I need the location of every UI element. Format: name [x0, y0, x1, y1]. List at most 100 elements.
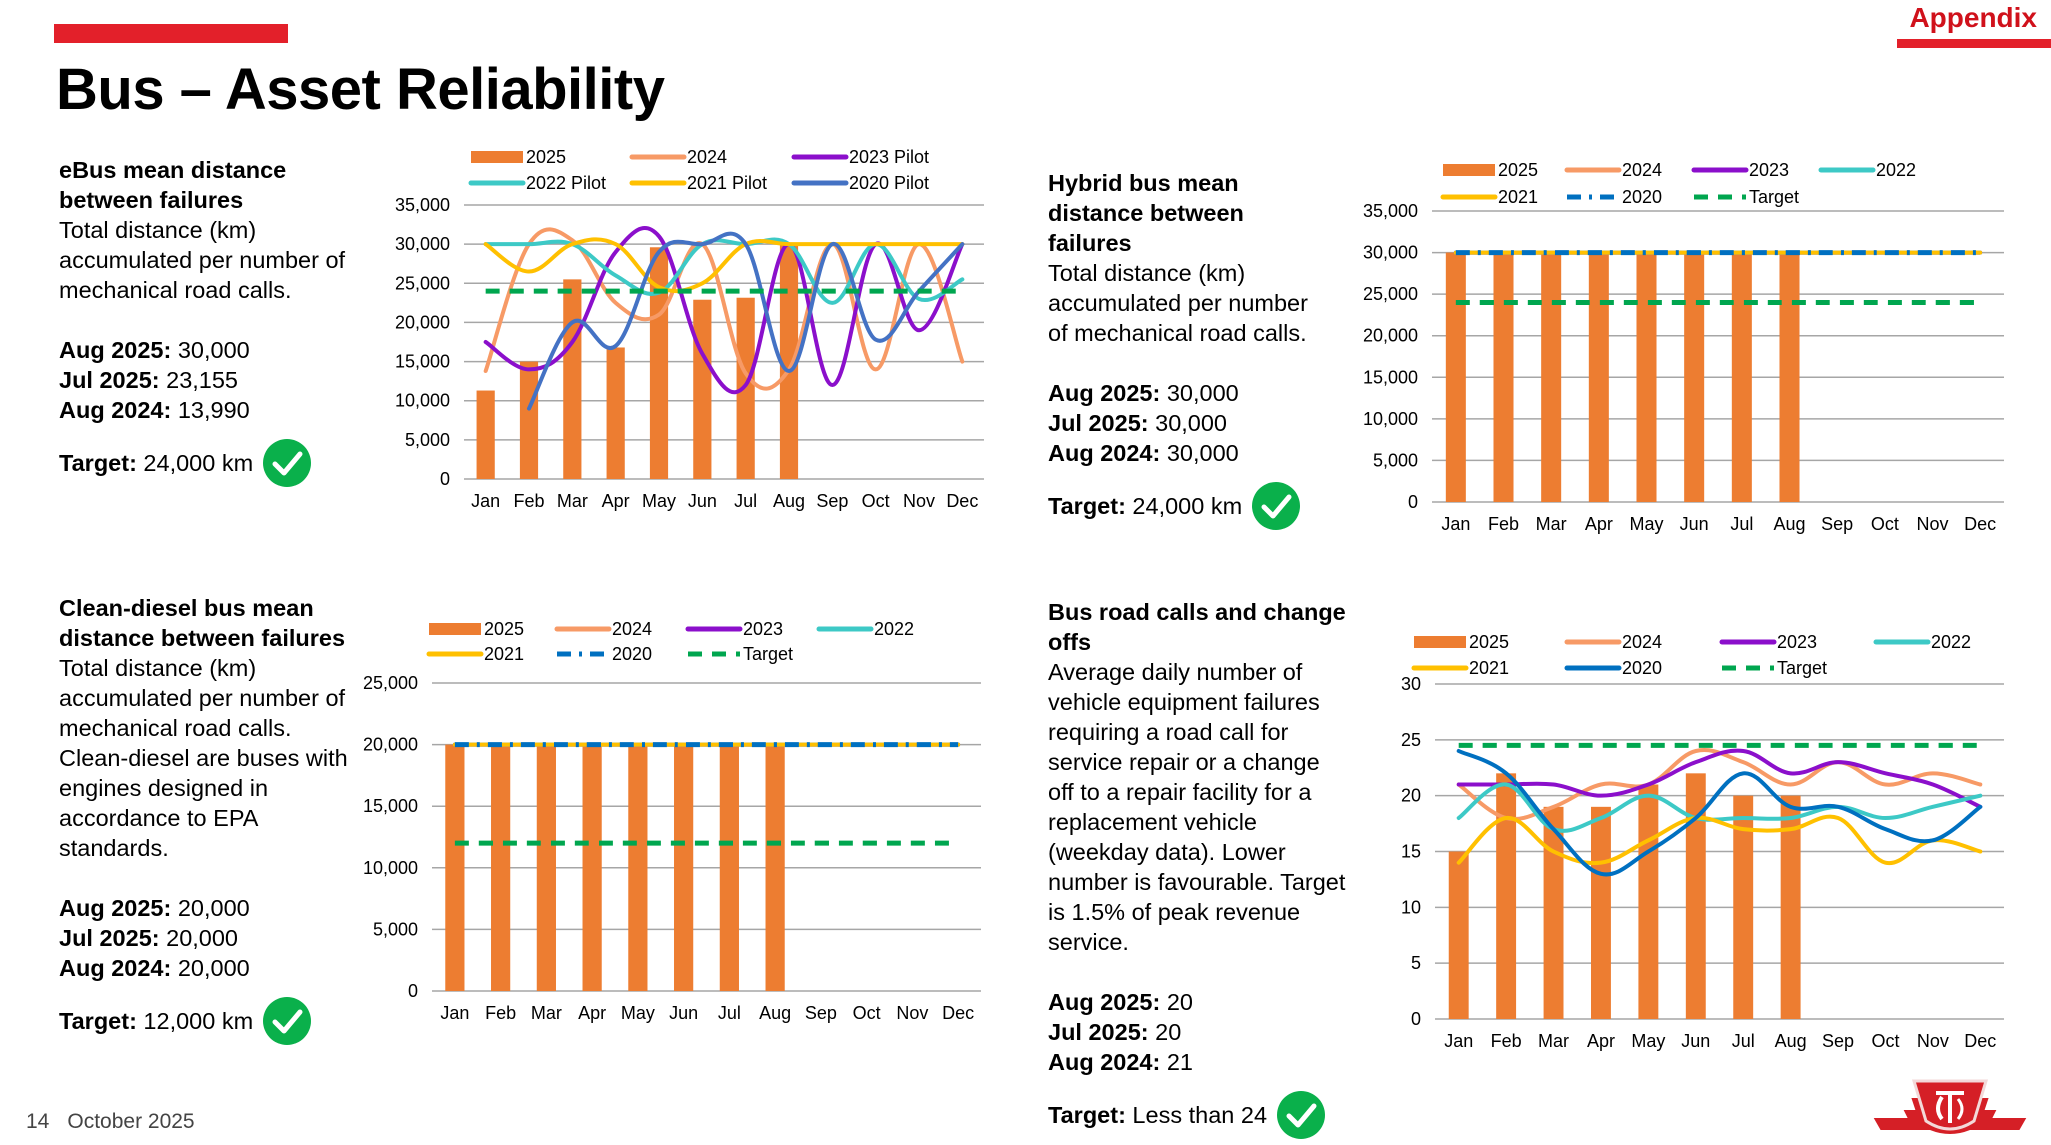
- legend-item-2025: 2025: [1443, 160, 1538, 180]
- stat-aug-2024: Aug 2024: 30,000: [1048, 440, 1239, 466]
- x-tick-label: Apr: [578, 1003, 606, 1023]
- series-line-2020 Pilot: [527, 231, 965, 411]
- bar-2025-Mar: [563, 279, 582, 479]
- legend-item-2021: 2021: [1411, 658, 1509, 678]
- svg-text:2022: 2022: [874, 619, 914, 639]
- legend-item-2025: 2025: [1414, 632, 1509, 652]
- svg-text:2020: 2020: [1622, 658, 1662, 678]
- legend-item-2022: 2022: [1873, 632, 1971, 652]
- target-line: Target: 12,000 km: [59, 997, 359, 1045]
- y-tick-label: 20,000: [363, 735, 418, 755]
- y-tick-label: 0: [1408, 492, 1418, 512]
- y-tick-label: 35,000: [1363, 201, 1418, 221]
- legend-item-2021 Pilot: 2021 Pilot: [629, 173, 767, 193]
- check-icon: [1277, 1091, 1326, 1139]
- stat-aug-2025: Aug 2025: 20: [1048, 989, 1193, 1015]
- x-tick-label: Mar: [557, 491, 588, 511]
- x-tick-label: Dec: [942, 1003, 974, 1023]
- legend-item-2022: 2022: [816, 619, 914, 639]
- x-tick-label: Sep: [1821, 514, 1853, 534]
- x-tick-label: Jun: [1680, 514, 1709, 534]
- y-tick-label: 0: [1411, 1009, 1421, 1029]
- y-tick-label: 10,000: [363, 858, 418, 878]
- stat-aug-2024: Aug 2024: 20,000: [59, 955, 250, 981]
- bar-2025-Mar: [536, 744, 556, 991]
- stat-jul-2025: Jul 2025: 20,000: [59, 925, 238, 951]
- bar-2025-Jan: [445, 744, 465, 991]
- series-line-2021 Pilot: [483, 237, 965, 294]
- panel-heading: Hybrid bus mean distance between failure…: [1048, 170, 1244, 256]
- panel-description: Average daily number of vehicle equipmen…: [1048, 659, 1346, 955]
- x-tick-label: May: [1629, 514, 1663, 534]
- x-tick-label: Oct: [1871, 514, 1899, 534]
- x-tick-label: Jul: [1732, 1031, 1755, 1051]
- panel-heading: Clean-diesel bus mean distance between f…: [59, 595, 346, 651]
- x-tick-label: Aug: [759, 1003, 791, 1023]
- y-tick-label: 15,000: [1363, 367, 1418, 387]
- x-tick-label: Apr: [602, 491, 630, 511]
- legend-item-2024: 2024: [629, 147, 727, 167]
- bar-2025-Jun: [1685, 773, 1706, 1019]
- panel-description: Total distance (km) accumulated per numb…: [59, 655, 348, 861]
- y-tick-label: 30: [1401, 674, 1421, 694]
- y-tick-label: 5,000: [373, 919, 418, 939]
- svg-text:2024: 2024: [1622, 160, 1662, 180]
- bar-2025-Feb: [1496, 773, 1517, 1019]
- y-tick-label: 0: [440, 469, 450, 489]
- svg-text:2023: 2023: [1749, 160, 1789, 180]
- x-tick-label: Mar: [531, 1003, 562, 1023]
- x-tick-label: Feb: [1491, 1031, 1522, 1051]
- x-tick-label: Sep: [816, 491, 848, 511]
- svg-text:2025: 2025: [1498, 160, 1538, 180]
- svg-text:2021: 2021: [484, 644, 524, 664]
- x-tick-label: Jan: [471, 491, 500, 511]
- x-tick-label: Oct: [853, 1003, 881, 1023]
- x-tick-label: Sep: [1822, 1031, 1854, 1051]
- y-tick-label: 35,000: [395, 195, 450, 215]
- legend-item-2023: 2023: [685, 619, 783, 639]
- x-tick-label: Dec: [1964, 1031, 1996, 1051]
- bar-2025-Jan: [1445, 252, 1466, 502]
- y-tick-label: 15: [1401, 842, 1421, 862]
- bar-2025-Feb: [1493, 252, 1514, 502]
- y-tick-label: 0: [408, 981, 418, 1001]
- check-icon: [263, 997, 312, 1045]
- y-tick-label: 25,000: [395, 273, 450, 293]
- x-tick-label: May: [642, 491, 676, 511]
- header-accent-bar: [54, 24, 288, 43]
- legend-item-Target: Target: [1722, 658, 1827, 678]
- x-tick-label: May: [1631, 1031, 1665, 1051]
- panel-description: Total distance (km) accumulated per numb…: [1048, 260, 1308, 346]
- stat-aug-2024: Aug 2024: 13,990: [59, 397, 250, 423]
- hybrid-panel-text: Hybrid bus mean distance between failure…: [1048, 168, 1318, 530]
- target-line: Target: 24,000 km: [59, 439, 359, 487]
- legend-item-2020: 2020: [1567, 187, 1662, 207]
- target-line: Target: 24,000 km: [1048, 482, 1318, 530]
- legend-item-2024: 2024: [1564, 160, 1662, 180]
- y-tick-label: 5,000: [405, 430, 450, 450]
- x-tick-label: May: [621, 1003, 655, 1023]
- bar-2025-Aug: [765, 744, 785, 991]
- x-tick-label: Dec: [1964, 514, 1996, 534]
- x-tick-label: Jul: [734, 491, 757, 511]
- y-tick-label: 5,000: [1373, 450, 1418, 470]
- bar-2025-Jun: [1684, 252, 1705, 502]
- x-tick-label: Apr: [1587, 1031, 1615, 1051]
- svg-text:2021: 2021: [1469, 658, 1509, 678]
- x-tick-label: Mar: [1538, 1031, 1569, 1051]
- stat-jul-2025: Jul 2025: 23,155: [59, 367, 238, 393]
- svg-text:2025: 2025: [1469, 632, 1509, 652]
- legend-item-2023: 2023: [1719, 632, 1817, 652]
- y-tick-label: 25: [1401, 730, 1421, 750]
- legend-item-2022: 2022: [1818, 160, 1916, 180]
- bar-2025-Jul: [1733, 795, 1754, 1019]
- y-tick-label: 20,000: [1363, 326, 1418, 346]
- panel-heading: eBus mean distance between failures: [59, 157, 287, 213]
- road-calls-panel-text: Bus road calls and change offs Average d…: [1048, 597, 1348, 1139]
- legend-item-2022 Pilot: 2022 Pilot: [468, 173, 606, 193]
- x-tick-label: Jun: [1681, 1031, 1710, 1051]
- svg-text:2020: 2020: [1622, 187, 1662, 207]
- legend-item-Target: Target: [1694, 187, 1799, 207]
- target-line: Target: Less than 24: [1048, 1091, 1348, 1139]
